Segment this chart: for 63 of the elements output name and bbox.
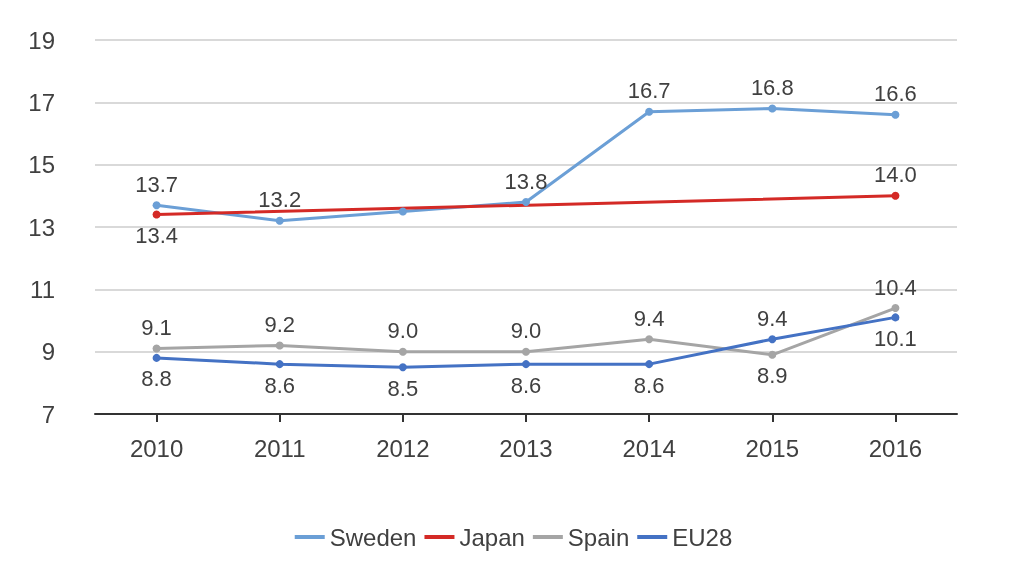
data-label: 13.7 — [135, 171, 178, 197]
data-label: 9.1 — [141, 315, 172, 341]
data-label: 16.8 — [750, 75, 794, 101]
legend-label: Spain — [567, 523, 630, 551]
y-tick-label: 19 — [28, 26, 55, 54]
x-tick-label: 2014 — [622, 434, 676, 462]
point — [152, 344, 161, 353]
x-tick-label: 2016 — [868, 434, 923, 462]
data-label: 9.4 — [756, 305, 788, 331]
y-tick-label: 9 — [41, 338, 55, 366]
data-label: 13.8 — [504, 168, 548, 194]
point — [768, 104, 777, 113]
point — [152, 210, 161, 219]
x-tick-label: 2010 — [129, 434, 184, 462]
y-tick-label: 15 — [28, 151, 55, 179]
point — [645, 360, 654, 369]
data-label: 9.0 — [387, 318, 419, 344]
x-tick-label: 2015 — [745, 434, 799, 462]
data-label: 13.2 — [258, 187, 302, 213]
point — [768, 350, 777, 359]
point — [645, 335, 654, 344]
point — [275, 360, 284, 369]
point — [522, 198, 530, 207]
legend-label: EU28 — [672, 523, 733, 551]
legend-label: Japan — [459, 523, 525, 551]
data-label: 16.6 — [874, 81, 917, 107]
point — [891, 304, 900, 313]
data-label: 16.7 — [627, 78, 671, 104]
legend-label: Sweden — [329, 523, 417, 551]
y-tick-label: 17 — [28, 88, 55, 116]
data-label: 9.4 — [633, 305, 665, 331]
point — [398, 363, 407, 372]
point — [645, 107, 654, 116]
data-label: 8.5 — [387, 375, 419, 401]
point — [891, 110, 900, 119]
point — [522, 347, 530, 356]
point — [398, 347, 407, 356]
data-label: 8.8 — [141, 366, 172, 392]
point — [522, 360, 530, 369]
data-label: 13.4 — [135, 223, 178, 249]
point — [891, 313, 900, 322]
point — [152, 353, 161, 362]
data-label: 8.6 — [510, 372, 542, 398]
data-label: 10.4 — [874, 274, 917, 300]
x-tick-label: 2012 — [376, 434, 430, 462]
point — [152, 201, 161, 210]
data-label: 8.6 — [264, 372, 296, 398]
point — [891, 191, 900, 200]
data-label: 10.1 — [874, 325, 917, 351]
data-label: 9.2 — [264, 311, 296, 337]
point — [768, 335, 777, 344]
y-tick-label: 11 — [30, 275, 55, 303]
point — [275, 216, 284, 225]
data-label: 14.0 — [874, 162, 917, 188]
data-label: 8.9 — [756, 363, 788, 389]
y-tick-label: 7 — [41, 400, 55, 428]
y-tick-label: 13 — [28, 213, 55, 241]
data-label: 9.0 — [510, 318, 542, 344]
x-tick-label: 2011 — [253, 434, 306, 462]
data-label: 8.6 — [633, 372, 665, 398]
point — [398, 207, 407, 216]
point — [275, 341, 284, 350]
x-tick-label: 2013 — [499, 434, 553, 462]
